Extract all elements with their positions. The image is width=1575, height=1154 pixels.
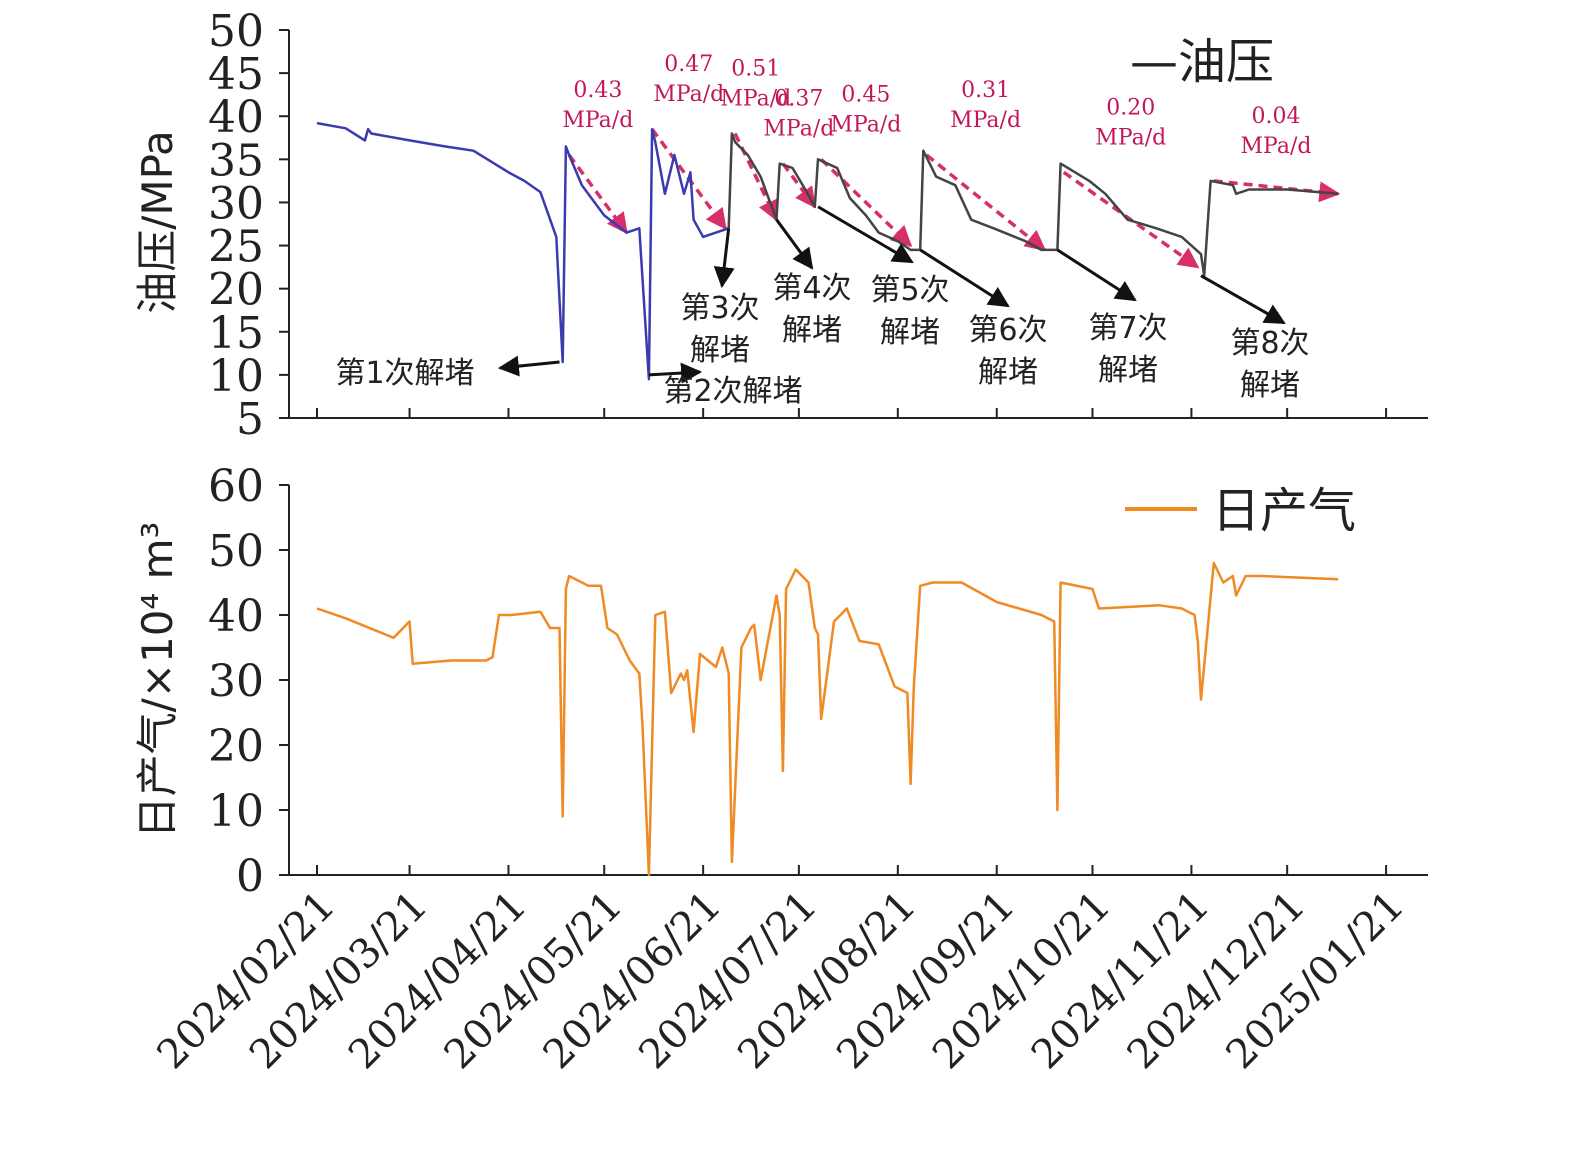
gas-x-ticks	[316, 865, 1388, 875]
trend-rate-value: 0.45	[841, 82, 890, 107]
gas-y-tick-label: 20	[208, 721, 264, 772]
gas-panel: 0 10 20 30 40 50 60 日产气/×10⁴ m³ 日产气	[133, 461, 1428, 902]
pressure-y-axis-title: 油压/MPa	[133, 130, 182, 314]
gas-y-tick-label: 30	[208, 656, 264, 707]
gas-y-ticks: 0 10 20 30 40 50 60	[208, 461, 289, 902]
annotation-label: 解堵	[690, 333, 750, 368]
pressure-y-tick-label: 25	[208, 222, 264, 273]
annotation-label: 第8次	[1230, 326, 1309, 361]
annotation-arrow	[775, 218, 814, 270]
pressure-y-tick-label: 40	[208, 92, 264, 143]
pressure-line-segment	[316, 121, 730, 381]
trend-line	[1213, 179, 1341, 203]
pressure-trend-lines: 0.43MPa/d0.47MPa/d0.51MPa/d0.37MPa/d0.45…	[562, 52, 1341, 269]
annotation-label: 第3次	[680, 291, 759, 326]
gas-legend-label: 日产气	[1212, 483, 1356, 539]
pressure-line-segment	[727, 132, 1339, 277]
trend-rate-value: 0.37	[774, 87, 823, 112]
annotation-arrow	[713, 228, 735, 289]
pressure-y-tick-label: 50	[208, 6, 264, 57]
trend-rate-unit: MPa/d	[562, 108, 633, 133]
annotation-label: 第6次	[968, 313, 1047, 348]
annotation-label: 解堵	[978, 355, 1038, 390]
pressure-y-tick-label: 5	[236, 394, 264, 445]
gas-y-tick-label: 60	[208, 461, 264, 512]
annotation-label: 解堵	[1098, 353, 1158, 388]
gas-series	[316, 561, 1339, 877]
gas-y-tick-label: 40	[208, 591, 264, 642]
trend-rate-unit: MPa/d	[1095, 125, 1166, 150]
trend-line	[820, 158, 913, 248]
trend-rate-unit: MPa/d	[763, 117, 834, 142]
annotation-arrow	[919, 248, 1010, 308]
trend-line	[567, 153, 628, 235]
annotation-label: 解堵	[880, 315, 940, 350]
annotation-arrow	[1056, 248, 1137, 302]
trend-rate-value: 0.20	[1106, 95, 1155, 120]
annotation-arrow	[817, 205, 914, 264]
pressure-y-tick-label: 35	[208, 135, 264, 186]
pressure-y-tick-label: 30	[208, 178, 264, 229]
trend-rate-value: 0.04	[1251, 104, 1300, 129]
gas-y-tick-label: 50	[208, 526, 264, 577]
annotation-label: 第7次	[1088, 311, 1167, 346]
annotation-label: 解堵	[782, 313, 842, 348]
trend-rate-unit: MPa/d	[653, 82, 724, 107]
trend-rate-unit: MPa/d	[720, 86, 791, 111]
trend-rate-unit: MPa/d	[830, 112, 901, 137]
trend-rate-unit: MPa/d	[950, 108, 1021, 133]
annotation-arrow	[648, 362, 703, 384]
gas-y-axis-title: 日产气/×10⁴ m³	[133, 522, 182, 839]
x-axis-date-labels: 2024/02/212024/03/212024/04/212024/05/21…	[149, 883, 1414, 1079]
annotation-label: 第1次解堵	[335, 356, 474, 391]
pressure-series	[316, 121, 1339, 381]
trend-line	[781, 162, 817, 209]
gas-y-tick-label: 10	[208, 786, 264, 837]
annotation-arrow	[1200, 274, 1286, 325]
pressure-x-ticks	[316, 408, 1388, 418]
annotation-label: 第2次解堵	[663, 374, 802, 409]
trend-rate-value: 0.51	[731, 56, 780, 81]
trend-rate-value: 0.43	[573, 78, 622, 103]
pressure-legend-label: —油压	[1130, 34, 1274, 90]
gas-line	[316, 561, 1339, 877]
pressure-y-tick-label: 15	[208, 308, 264, 359]
annotation-label: 第5次	[870, 273, 949, 308]
annotation-label: 第4次	[772, 271, 851, 306]
trend-rate-value: 0.31	[961, 78, 1010, 103]
pressure-y-tick-label: 45	[208, 49, 264, 100]
trend-rate-unit: MPa/d	[1241, 134, 1312, 159]
gas-y-tick-label: 0	[236, 851, 264, 902]
trend-line	[925, 153, 1047, 252]
annotation-label: 解堵	[1240, 368, 1300, 403]
trend-line	[733, 132, 779, 222]
pressure-y-tick-label: 10	[208, 351, 264, 402]
pressure-y-tick-label: 20	[208, 265, 264, 316]
trend-rate-value: 0.47	[664, 52, 713, 77]
annotation-arrow	[497, 355, 560, 377]
